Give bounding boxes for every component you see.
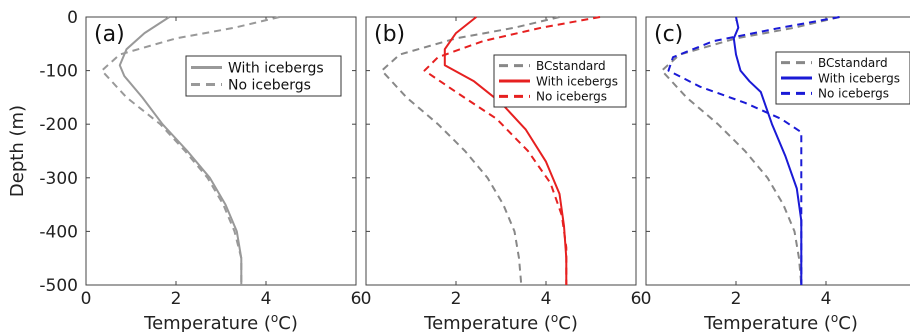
panel-label: (c) [654,22,683,47]
x-axis-title: Temperature (oC) [143,311,298,332]
legend-label: No icebergs [536,90,607,104]
x-axis-title: Temperature (oC) [703,311,858,332]
y-tick-label: -500 [39,276,78,296]
x-tick-label: 4 [541,289,552,309]
x-tick-label: 0 [641,289,652,309]
legend-label: No icebergs [228,78,311,94]
x-tick-label: 2 [171,289,182,309]
x-tick-label: 2 [451,289,462,309]
x-tick-label: 0 [361,289,372,309]
series-line-with-icebergs [118,16,243,285]
panel-label: (a) [94,22,125,47]
x-tick-label: 4 [261,289,272,309]
y-tick-label: -300 [39,169,78,189]
x-tick-label: 6 [351,289,362,309]
series-line-no-icebergs [423,16,601,285]
legend-label: BCstandard [536,59,606,73]
plot-frame [85,16,357,286]
x-tick-label: 0 [81,289,92,309]
legend-label: No icebergs [818,87,889,101]
plot-frame [645,16,910,286]
x-tick-label: 4 [821,289,832,309]
x-tick-label: 2 [731,289,742,309]
panel-1: 0 2 4 6 0 -100 -200 -300 -400 -500 (a) With iceberg… [7,8,361,332]
series-line-bcstandard [380,16,560,286]
y-tick-label: -200 [39,115,78,135]
series-line-no-icebergs [100,16,280,285]
legend-label: BCstandard [818,56,888,70]
legend-label: With icebergs [818,71,900,85]
y-axis-title: Depth (m) [7,105,28,197]
panel-label: (b) [374,22,405,47]
x-tick-label: 6 [631,289,642,309]
series-line-bcstandard [660,16,840,286]
legend-label: With icebergs [228,61,324,77]
legend-label: With icebergs [536,74,618,88]
y-tick-label: -400 [39,222,78,242]
plot-frame [365,16,637,286]
x-axis-title: Temperature (oC) [423,311,578,332]
series-line-no-icebergs [667,16,840,285]
series-line-with-icebergs [443,16,568,285]
y-tick-label: 0 [67,8,78,28]
legend-box [185,55,342,97]
y-tick-label: -100 [39,62,78,82]
